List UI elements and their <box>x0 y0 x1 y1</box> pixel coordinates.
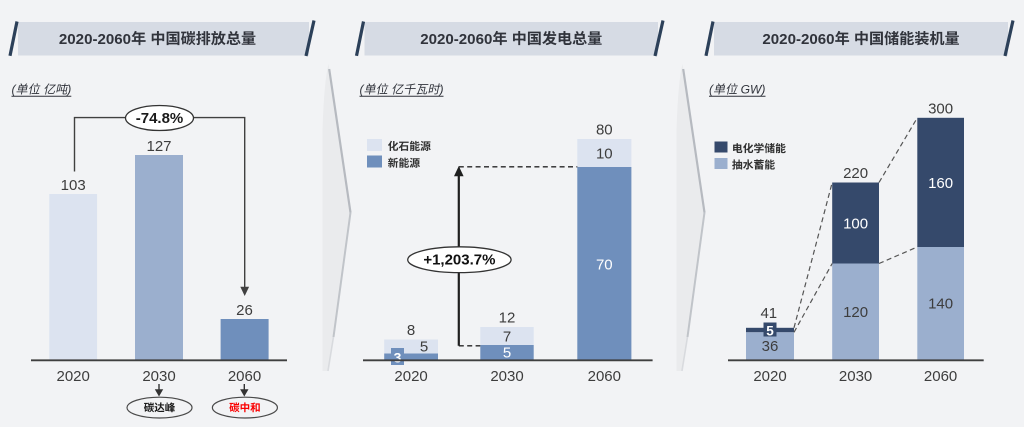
svg-text:160: 160 <box>928 175 953 192</box>
svg-text:2030: 2030 <box>490 368 523 385</box>
svg-text:120: 120 <box>843 304 868 321</box>
svg-text:(: ( <box>709 83 715 97</box>
svg-text:300: 300 <box>928 101 953 118</box>
svg-text:12: 12 <box>499 310 516 327</box>
svg-text:80: 80 <box>596 122 613 139</box>
svg-text:2030: 2030 <box>142 368 175 385</box>
svg-text:): ) <box>437 83 443 97</box>
svg-text:100: 100 <box>843 215 868 232</box>
svg-text:-74.8%: -74.8% <box>136 110 184 127</box>
svg-text:(: ( <box>360 83 366 97</box>
svg-text:2060: 2060 <box>924 368 957 385</box>
svg-text:2020-2060: 2020-2060 <box>59 31 131 48</box>
svg-text:127: 127 <box>146 138 171 155</box>
svg-text:2030: 2030 <box>839 368 872 385</box>
svg-text:7: 7 <box>503 328 511 345</box>
svg-text:2060: 2060 <box>228 368 261 385</box>
svg-text:5: 5 <box>766 323 774 338</box>
svg-text:2020: 2020 <box>57 368 90 385</box>
svg-text:2020-2060: 2020-2060 <box>420 31 492 48</box>
svg-text:5: 5 <box>503 345 511 362</box>
svg-text:): ) <box>759 83 765 97</box>
svg-text:70: 70 <box>596 257 613 274</box>
svg-text:220: 220 <box>843 165 868 182</box>
svg-text:103: 103 <box>61 177 86 194</box>
svg-text:8: 8 <box>407 322 415 339</box>
svg-text:(: ( <box>12 83 18 97</box>
svg-text:3: 3 <box>394 349 402 365</box>
svg-text:2020: 2020 <box>394 368 427 385</box>
svg-text:): ) <box>65 83 71 97</box>
svg-text:GW: GW <box>741 83 763 97</box>
svg-text:10: 10 <box>596 145 613 162</box>
svg-text:5: 5 <box>420 339 428 356</box>
svg-text:2020-2060: 2020-2060 <box>762 31 834 48</box>
svg-text:41: 41 <box>760 305 777 322</box>
svg-text:36: 36 <box>762 338 779 355</box>
svg-text:140: 140 <box>928 296 953 313</box>
svg-text:+1,203.7%: +1,203.7% <box>423 252 495 269</box>
svg-text:2060: 2060 <box>588 368 621 385</box>
svg-text:2020: 2020 <box>753 368 786 385</box>
svg-text:26: 26 <box>236 302 253 319</box>
